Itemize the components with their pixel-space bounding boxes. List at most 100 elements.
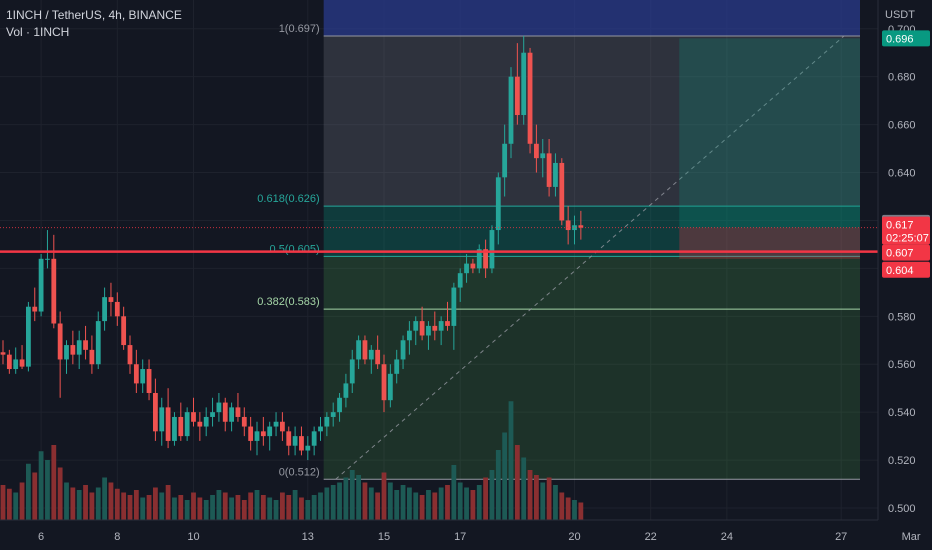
candle-body[interactable] [476, 249, 482, 269]
candle-body[interactable] [502, 143, 508, 178]
candle-body[interactable] [108, 297, 114, 302]
candle-body[interactable] [387, 373, 393, 401]
candle-body[interactable] [375, 349, 381, 365]
price-tag-label: 0.604 [886, 265, 914, 277]
candle-body[interactable] [292, 436, 298, 446]
candle-body[interactable] [38, 258, 44, 312]
candle-body[interactable] [559, 162, 565, 221]
candle-body[interactable] [6, 354, 12, 370]
candle-body[interactable] [489, 230, 495, 269]
candle-body[interactable] [394, 359, 400, 374]
candle-body[interactable] [318, 426, 323, 432]
candle-body[interactable] [565, 220, 571, 231]
candle-body[interactable] [546, 153, 552, 187]
candle-body[interactable] [286, 431, 292, 446]
candle-body[interactable] [19, 359, 25, 367]
candle-body[interactable] [210, 412, 215, 417]
candle-body[interactable] [362, 340, 368, 360]
candle-body[interactable] [203, 416, 209, 427]
candle-body[interactable] [140, 369, 146, 384]
volume-bar [387, 482, 393, 520]
candle-body[interactable] [343, 383, 349, 398]
candle-body[interactable] [70, 345, 76, 355]
candle-body[interactable] [153, 392, 158, 432]
candle-body[interactable] [76, 340, 82, 355]
candle-body[interactable] [534, 143, 539, 159]
candle-body[interactable] [83, 340, 88, 350]
candle-body[interactable] [419, 321, 425, 336]
candle-body[interactable] [222, 402, 228, 422]
candle-body[interactable] [254, 431, 260, 441]
candle-body[interactable] [197, 421, 203, 427]
candle-body[interactable] [426, 325, 431, 336]
candle-body[interactable] [311, 431, 317, 446]
candle-body[interactable] [184, 412, 190, 437]
candle-body[interactable] [146, 369, 152, 393]
candle-body[interactable] [172, 416, 177, 441]
candle-body[interactable] [540, 153, 546, 159]
candle-body[interactable] [495, 177, 501, 231]
candle-body[interactable] [13, 359, 19, 370]
candle-body[interactable] [445, 321, 450, 326]
candle-body[interactable] [407, 330, 412, 341]
candle-body[interactable] [457, 273, 463, 288]
candle-body[interactable] [324, 416, 330, 427]
candle-body[interactable] [464, 263, 469, 274]
candle-body[interactable] [280, 421, 285, 432]
candle-body[interactable] [165, 407, 171, 441]
price-axis-tick: 0.540 [888, 407, 916, 419]
candle-body[interactable] [368, 349, 374, 360]
candle-body[interactable] [470, 263, 476, 269]
candle-body[interactable] [95, 321, 101, 365]
volume-bar [133, 490, 139, 520]
candle-body[interactable] [514, 76, 520, 116]
candle-body[interactable] [235, 407, 241, 417]
candle-body[interactable] [527, 52, 533, 144]
candle-body[interactable] [483, 249, 488, 269]
candle-body[interactable] [572, 225, 577, 231]
candle-body[interactable] [267, 426, 273, 437]
candle-body[interactable] [51, 258, 57, 324]
candle-body[interactable] [57, 323, 63, 360]
candle-body[interactable] [89, 349, 95, 365]
candle-body[interactable] [32, 306, 38, 312]
candle-body[interactable] [432, 325, 438, 331]
candle-body[interactable] [133, 364, 139, 384]
candle-body[interactable] [349, 359, 355, 384]
candle-body[interactable] [299, 436, 304, 451]
volume-bar [95, 487, 101, 520]
candle-body[interactable] [521, 52, 527, 116]
candle-body[interactable] [356, 340, 361, 360]
candle-body[interactable] [330, 412, 336, 417]
candle-body[interactable] [553, 162, 558, 187]
candle-body[interactable] [578, 225, 584, 228]
candle-body[interactable] [305, 445, 311, 451]
candle-body[interactable] [241, 416, 247, 427]
candle-body[interactable] [26, 306, 31, 367]
candle-body[interactable] [216, 402, 222, 413]
candle-body[interactable] [451, 287, 457, 326]
candle-body[interactable] [127, 345, 133, 365]
candle-body[interactable] [178, 416, 184, 437]
candle-body[interactable] [159, 407, 165, 432]
candle-body[interactable] [248, 426, 254, 441]
candle-body[interactable] [400, 340, 406, 360]
candle-body[interactable] [45, 258, 50, 260]
candle-body[interactable] [0, 352, 6, 355]
candle-body[interactable] [273, 421, 279, 427]
candle-body[interactable] [381, 364, 387, 401]
candle-body[interactable] [121, 316, 127, 346]
candle-body[interactable] [64, 345, 69, 360]
candle-body[interactable] [508, 76, 514, 144]
candle-body[interactable] [337, 397, 342, 413]
candle-body[interactable] [102, 297, 107, 322]
candle-body[interactable] [413, 321, 419, 331]
candle-body[interactable] [191, 412, 196, 422]
symbol-title[interactable]: 1INCH / TetherUS, 4h, BINANCE [6, 8, 182, 22]
candle-body[interactable] [260, 431, 266, 437]
volume-legend[interactable]: Vol · 1INCH [6, 25, 70, 39]
candle-body[interactable] [114, 301, 120, 317]
candle-body[interactable] [229, 407, 234, 422]
candle-body[interactable] [438, 321, 444, 331]
